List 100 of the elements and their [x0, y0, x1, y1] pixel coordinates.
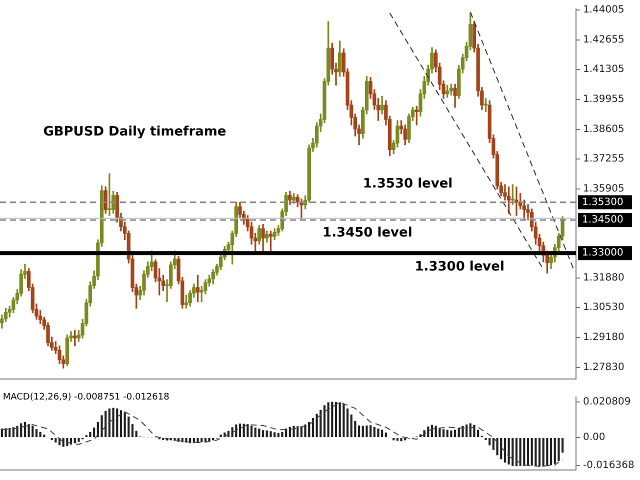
bar [208, 438, 210, 442]
bar [342, 404, 345, 438]
bar [0, 428, 3, 438]
bar [281, 432, 284, 438]
bar [135, 430, 138, 438]
bar [262, 430, 264, 438]
y-tick-label: 1.44005 [583, 4, 624, 16]
bar [515, 438, 518, 466]
bar [112, 408, 114, 438]
y-tick-label: 1.35905 [583, 184, 624, 195]
bar [523, 438, 526, 466]
bar [78, 438, 80, 442]
bar [254, 428, 256, 438]
bar [496, 438, 498, 456]
bar [442, 429, 445, 438]
bar [270, 431, 272, 438]
bar [546, 438, 548, 466]
bar [338, 402, 341, 438]
bar [327, 402, 330, 438]
ref-line-label: 1.33000 [582, 248, 624, 259]
bar [504, 438, 506, 463]
bar [32, 426, 34, 438]
bar [454, 430, 456, 438]
bar [181, 438, 184, 442]
annotation: 1.3530 level [362, 176, 453, 192]
y-tick-label: 1.38605 [583, 124, 624, 135]
bar [39, 432, 42, 438]
bar [323, 405, 326, 438]
bar [526, 438, 530, 466]
y-tick-label: 1.31880 [583, 272, 624, 284]
bar [370, 425, 372, 438]
bar [377, 428, 380, 438]
bar [308, 422, 310, 438]
annotation: 1.3450 level [322, 225, 412, 240]
bar [120, 410, 122, 438]
bar [558, 438, 560, 461]
bar [534, 438, 537, 466]
bar [542, 438, 544, 467]
bar [384, 432, 387, 438]
y-tick-label: 0.00 [583, 432, 606, 444]
bar [530, 438, 533, 466]
bar [512, 438, 514, 466]
bar [462, 426, 464, 438]
bar [320, 410, 322, 438]
bar [373, 426, 376, 438]
bar [266, 430, 268, 438]
bar [458, 428, 460, 438]
bar [220, 434, 222, 438]
bar [488, 438, 491, 446]
candlestick [514, 186, 518, 216]
bar [131, 424, 134, 438]
bar [550, 438, 552, 466]
bar [258, 428, 260, 438]
bar [427, 426, 430, 438]
ref-line-label: 1.35300 [582, 196, 624, 208]
annotation: 1.3300 level [414, 259, 504, 274]
bar [89, 432, 92, 438]
line-series [1, 402, 564, 467]
chart-title: MACD(12,26,9) -0.008751 -0.012618 [2, 392, 170, 402]
bar [438, 428, 441, 438]
bar [116, 408, 118, 438]
bar [62, 438, 64, 447]
bar [396, 438, 398, 441]
bar [93, 428, 96, 438]
bar [192, 438, 195, 443]
bar [16, 426, 18, 438]
bar [473, 424, 476, 438]
bar [250, 426, 253, 438]
bar [8, 428, 11, 438]
bar [124, 412, 126, 438]
y-tick-label: 1.42655 [583, 34, 624, 46]
bar [296, 426, 299, 438]
y-tick-label: 0.020809 [583, 396, 631, 408]
y-tick-label: 1.29180 [583, 332, 624, 344]
y-tick-label: 1.30530 [583, 302, 624, 314]
bar [346, 408, 349, 438]
bar [74, 438, 76, 444]
bar [43, 434, 46, 438]
bar [108, 408, 110, 438]
bar [400, 438, 402, 442]
bar [277, 432, 280, 438]
bar [331, 402, 334, 438]
bar [54, 438, 57, 443]
bar [304, 424, 306, 438]
bar [200, 438, 203, 442]
bar [450, 430, 452, 438]
bar [231, 427, 234, 438]
bar [554, 438, 556, 464]
ref-line-label: 1.34500 [582, 214, 624, 226]
y-tick-label: 1.37255 [583, 154, 624, 165]
bar [538, 438, 541, 466]
y-tick-label: 1.41305 [583, 64, 624, 76]
bar [285, 428, 288, 438]
bar [316, 414, 318, 438]
bar [238, 424, 242, 438]
bar [292, 426, 295, 438]
bar [20, 423, 22, 438]
bar [274, 432, 276, 438]
bar [381, 430, 384, 438]
bar [519, 438, 522, 466]
